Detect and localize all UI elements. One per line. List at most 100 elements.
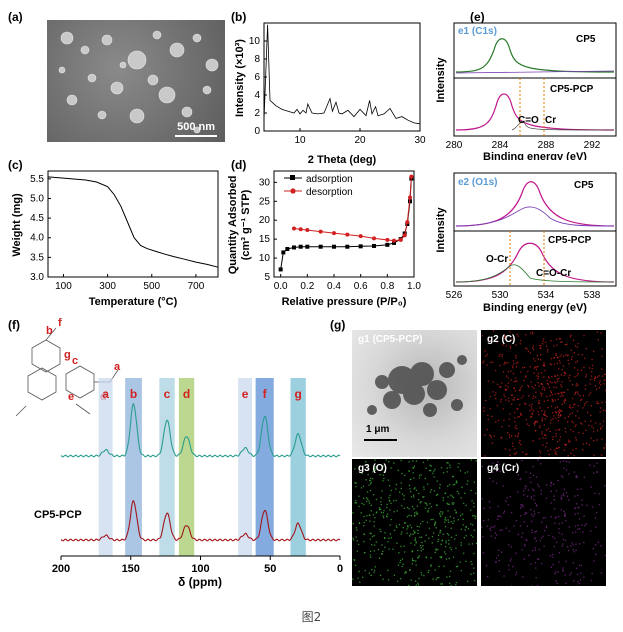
- nmr-band-letter: f: [263, 387, 268, 401]
- isotherm-adsorption-point: [305, 244, 310, 249]
- e1-xtick: 292: [584, 140, 601, 151]
- xps-e1-top-fit: [455, 38, 615, 73]
- nmr-xlabel: δ (ppm): [178, 575, 222, 589]
- tga-xtick-label: 300: [99, 281, 116, 292]
- tga-xlabel: Temperature (°C): [89, 296, 178, 308]
- xps-e1-cp5: CP5: [576, 34, 596, 45]
- iso-ytick-label: 20: [259, 215, 271, 226]
- xps-e2-cp5pcp: CP5-PCP: [548, 235, 592, 246]
- e2-xtick: 530: [492, 290, 509, 301]
- e2-xtick: 534: [538, 290, 555, 301]
- tga-xtick-label: 700: [188, 281, 205, 292]
- panel-a-label: (a): [8, 10, 23, 24]
- iso-xtick-label: 1.0: [407, 281, 421, 292]
- isotherm-desorption-point: [318, 229, 323, 234]
- nmr-xtick-label: 0: [337, 563, 343, 575]
- structure-letter: c: [72, 355, 78, 367]
- tga-series-line: [47, 176, 219, 268]
- nmr-band-c: [159, 378, 175, 556]
- xps-o1s-chart: e2 (O1s) CP5 CP5-PCP O-Cr C=O-Cr Intensi…: [435, 172, 617, 314]
- nmr-band-letter: e: [242, 387, 249, 401]
- xps-e1-bottom-fit: [455, 93, 615, 131]
- isotherm-desorption-point: [405, 220, 410, 225]
- tga-xtick-label: 500: [143, 281, 160, 292]
- tga-ytick-label: 4.0: [30, 233, 44, 244]
- isotherm-desorption-point: [408, 195, 412, 200]
- nmr-xtick-label: 100: [191, 563, 209, 575]
- nmr-sample-label: CP5-PCP: [34, 509, 82, 521]
- tga-ytick-label: 4.5: [30, 213, 44, 224]
- e1-xtick: 284: [492, 140, 509, 151]
- iso-ytick-label: 10: [259, 253, 271, 264]
- xrd-xtick-label: 10: [294, 135, 306, 146]
- iso-ytick-label: 25: [259, 196, 271, 207]
- nmr-band-b: [125, 378, 142, 556]
- isotherm-legend: adsorption desorption: [284, 174, 353, 198]
- structure-letter: f: [58, 318, 62, 329]
- xps-e1-ylabel: Intensity: [435, 57, 447, 103]
- xrd-xtick-label: 30: [414, 135, 426, 146]
- panel-d-label: (d): [231, 158, 247, 172]
- eds-g3-label: g3 (O): [358, 463, 387, 474]
- eds-map-o: g3 (O): [352, 459, 477, 586]
- iso-ytick-label: 15: [259, 234, 271, 245]
- nmr-band-d: [178, 378, 195, 556]
- legend-adsorption: adsorption: [306, 174, 353, 185]
- nmr-spectrum-cp5: [60, 402, 341, 458]
- isotherm-desorption-point: [392, 238, 396, 243]
- xps-e2-ocr: O-Cr: [486, 254, 508, 265]
- iso-ytick-label: 5: [264, 272, 270, 283]
- isotherm-adsorption-point: [332, 244, 336, 249]
- nmr-band-f: [255, 378, 274, 556]
- isotherm-adsorption-point: [292, 245, 296, 250]
- xps-e2-cocr: C=O-Cr: [536, 268, 571, 279]
- isotherm-desorption-point: [409, 174, 414, 179]
- isotherm-adsorption-point: [318, 244, 323, 249]
- nmr-band-letter: g: [294, 387, 301, 401]
- iso-xtick-label: 0.8: [380, 281, 394, 292]
- xps-e2-cp5: CP5: [574, 180, 594, 191]
- structure-letter: e: [68, 391, 74, 403]
- isotherm-desorption-point: [345, 232, 350, 237]
- isotherm-desorption-point: [398, 237, 403, 242]
- xrd-ylabel: Intensity (×10³): [234, 39, 246, 117]
- xps-c1s-chart: e1 (C1s) CP5 CP5-PCP C=O Cr Intensity 28…: [435, 22, 617, 160]
- xps-e1-cp5pcp: CP5-PCP: [550, 84, 594, 95]
- e1-xtick: 280: [446, 140, 463, 151]
- xrd-ytick-label: 6: [254, 72, 260, 83]
- isotherm-adsorption-point: [345, 244, 350, 249]
- nmr-band-letter: d: [183, 387, 190, 401]
- xrd-series-line: [263, 24, 421, 125]
- isotherm-desorption-point: [358, 234, 363, 239]
- xrd-ytick-label: 0: [254, 126, 260, 137]
- xrd-xtick-label: 20: [354, 135, 366, 146]
- isotherm-desorption-point: [292, 226, 296, 231]
- tga-ytick-label: 5.5: [30, 174, 44, 185]
- isotherm-frame: [273, 170, 415, 278]
- structure-letter: a: [114, 361, 121, 373]
- xrd-ytick-label: 4: [254, 90, 260, 101]
- legend-desorption: desorption: [306, 187, 353, 198]
- xps-e2-ylabel: Intensity: [435, 207, 447, 253]
- structure-letter: b: [46, 325, 53, 337]
- isotherm-adsorption-point: [278, 267, 283, 272]
- isotherm-adsorption-point: [285, 246, 290, 251]
- panel-f-label: (f): [8, 318, 20, 332]
- nmr-band-a: [98, 378, 113, 556]
- nmr-xtick-label: 50: [264, 563, 276, 575]
- figure-caption: 图2: [301, 610, 322, 624]
- nmr-band-g: [290, 378, 306, 556]
- xps-e2-tag: e2 (O1s): [458, 177, 497, 188]
- xrd-chart: 0 2 4 6 8 10 10 20 30 Intensity (×10³) 2 Theta …: [234, 22, 426, 166]
- nmr-band-letter: b: [130, 387, 137, 401]
- isotherm-desorption-point: [298, 227, 303, 232]
- xrd-xlabel: 2 Theta (deg): [308, 154, 377, 166]
- panel-b-label: (b): [231, 10, 247, 24]
- nmr-band-letter: c: [164, 387, 171, 401]
- tga-ytick-label: 3.0: [30, 272, 44, 283]
- nmr-xtick-label: 150: [122, 563, 140, 575]
- tga-ylabel: Weight (mg): [11, 193, 23, 257]
- structure-letter: g: [64, 349, 71, 361]
- isotherm-adsorption-point: [281, 250, 286, 255]
- xrd-ytick-label: 2: [254, 108, 260, 119]
